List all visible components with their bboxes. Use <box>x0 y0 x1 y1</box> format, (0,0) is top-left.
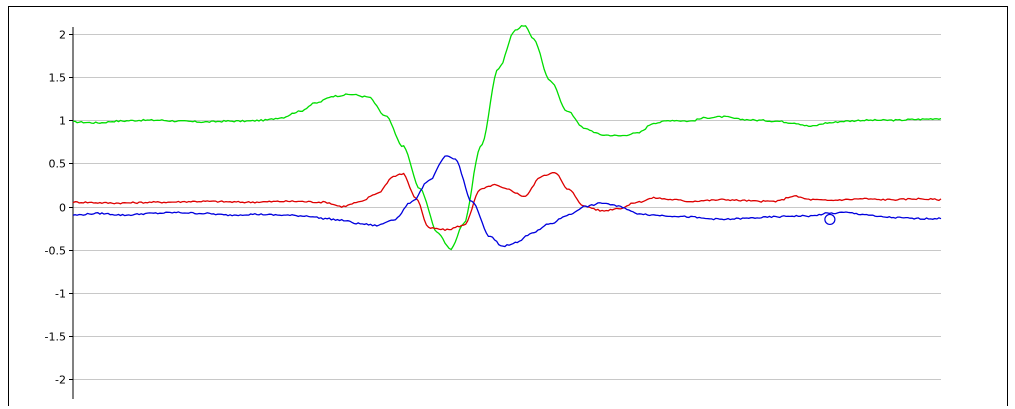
series-line-2 <box>72 171 942 232</box>
y-tick-label: 0.5 <box>49 158 67 171</box>
data-point-marker[interactable] <box>824 213 836 226</box>
line-chart: 2 1.5 1 0.5 0 -0.5 -1 -1.5 -2 <box>45 24 942 399</box>
grid-lines <box>73 34 941 380</box>
marker <box>824 213 836 226</box>
y-tick-label: 2 <box>59 29 66 42</box>
y-tick-label: 1.5 <box>49 72 67 85</box>
y-tick-label: 1 <box>59 115 66 128</box>
y-tick-label: -1.5 <box>45 331 66 344</box>
series-line-3 <box>72 155 942 248</box>
series-line-1 <box>72 24 942 251</box>
y-tick-label: -2 <box>55 374 66 387</box>
chart-frame: 2 1.5 1 0.5 0 -0.5 -1 -1.5 -2 <box>8 6 1008 406</box>
data-series <box>72 24 942 251</box>
y-tick-label: 0 <box>59 202 66 215</box>
y-axis: 2 1.5 1 0.5 0 -0.5 -1 -1.5 -2 <box>45 27 74 399</box>
y-tick-label: -1 <box>55 288 66 301</box>
y-tick-label: -0.5 <box>45 245 66 258</box>
